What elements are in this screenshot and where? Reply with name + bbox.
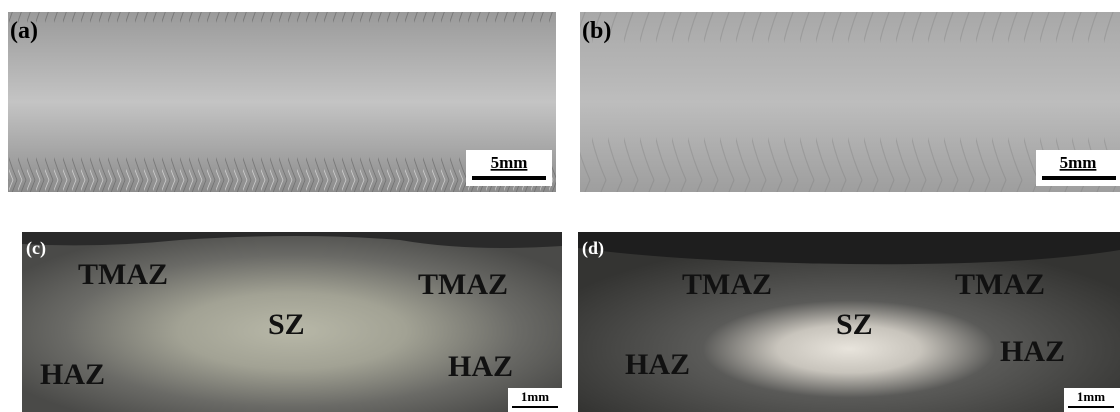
panel-c: (c) TMAZ SZ TMAZ HAZ HAZ 1mm [22,232,562,412]
zone-label: HAZ [448,350,513,383]
zone-label: HAZ [40,358,105,391]
zone-label: SZ [836,308,873,341]
panel-label: (b) [582,18,611,44]
zone-label: SZ [268,308,305,341]
panel-label: (d) [582,238,604,259]
zone-label: TMAZ [955,268,1045,301]
zone-label: TMAZ [78,258,168,291]
panel-d: (d) TMAZ SZ TMAZ HAZ HAZ 1mm [578,232,1120,412]
scale-bar-label: 1mm [1077,389,1105,404]
zone-label: HAZ [625,348,690,381]
scale-bar [512,406,558,408]
scale-bar [1042,176,1116,180]
scale-bar [472,176,546,180]
zone-label: TMAZ [418,268,508,301]
zone-label: TMAZ [682,268,772,301]
panel-label: (c) [26,238,46,259]
panel-a: (a) 5mm [8,12,556,192]
scale-bar-label: 5mm [491,153,528,172]
zone-label: HAZ [1000,335,1065,368]
scale-bar [1068,406,1114,408]
panel-label: (a) [10,18,38,44]
figure: (a) 5mm (b) 5mm (c) TMAZ SZ TMAZ HAZ HAZ… [0,0,1120,412]
panel-b: (b) 5mm [580,12,1120,192]
scale-bar-label: 5mm [1060,153,1097,172]
scale-bar-label: 1mm [521,389,549,404]
